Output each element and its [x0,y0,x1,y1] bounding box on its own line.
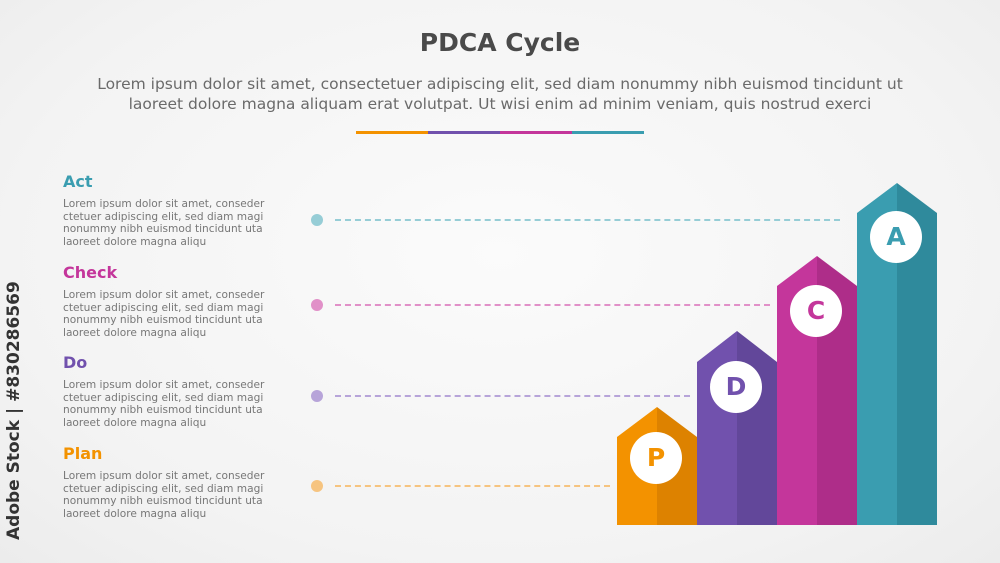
subtitle: Lorem ipsum dolor sit amet, consectetuer… [97,75,903,113]
divider-act [572,131,644,134]
act-description: Lorem ipsum dolor sit amet, conseder cte… [63,198,265,248]
do-letter-badge: D [710,361,762,413]
check-connector [335,304,770,306]
check-description: Lorem ipsum dolor sit amet, conseder cte… [63,289,265,339]
act-connector [335,219,840,221]
do-connector [335,395,690,397]
page-title: PDCA Cycle [419,28,581,57]
plan-connector [335,485,610,487]
plan-dot [311,480,323,492]
act-label: Act [63,172,93,191]
watermark: Adobe Stock | #830286569 [4,281,24,540]
act-arrow [857,183,937,525]
plan-letter-badge: P [630,432,682,484]
check-letter-badge: C [790,285,842,337]
plan-label: Plan [63,444,103,463]
divider-do [428,131,500,134]
check-label: Check [63,263,118,282]
do-description: Lorem ipsum dolor sit amet, conseder cte… [63,379,265,429]
do-label: Do [63,353,88,372]
do-dot [311,390,323,402]
act-dot [311,214,323,226]
act-letter-badge: A [870,211,922,263]
check-dot [311,299,323,311]
plan-description: Lorem ipsum dolor sit amet, conseder cte… [63,470,265,520]
divider-check [500,131,572,134]
divider-plan [356,131,428,134]
